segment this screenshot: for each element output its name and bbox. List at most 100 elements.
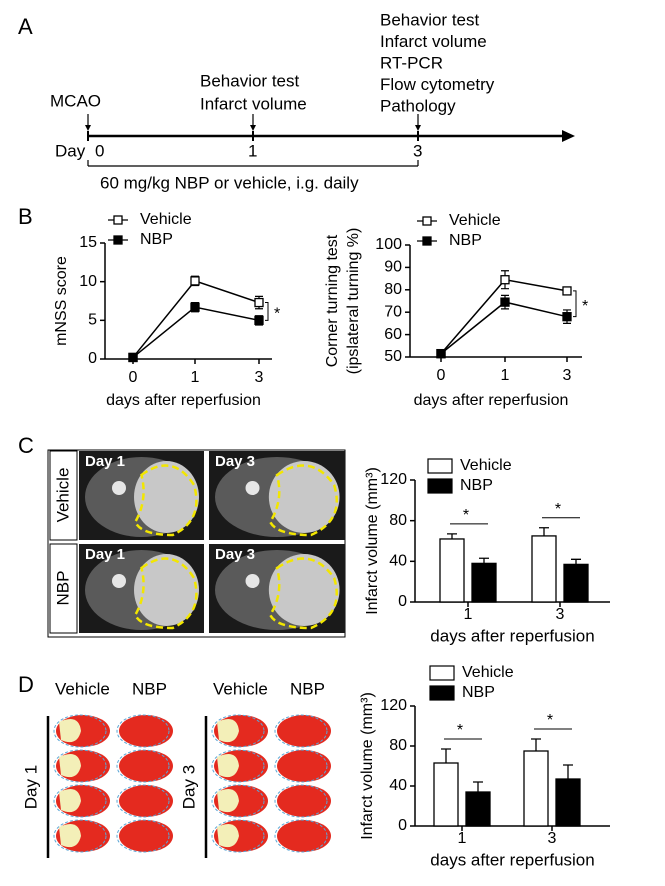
legend-label: NBP bbox=[460, 477, 493, 494]
series-line bbox=[440, 278, 568, 355]
group-label: Vehicle bbox=[55, 679, 110, 698]
bar bbox=[465, 791, 491, 827]
x-axis-label: days after reperfusion bbox=[430, 850, 594, 869]
legend-label: Vehicle bbox=[460, 457, 512, 474]
significance-bracket bbox=[573, 290, 577, 318]
infarct-area bbox=[59, 754, 81, 778]
day-label: Day 3 bbox=[179, 765, 198, 809]
point bbox=[128, 352, 138, 363]
point bbox=[190, 302, 200, 312]
brain-slice bbox=[119, 785, 173, 817]
brain-slice bbox=[119, 820, 173, 852]
legend-marker bbox=[113, 215, 123, 225]
timeline-label: RT-PCR bbox=[380, 53, 443, 72]
slice-outline bbox=[211, 749, 265, 783]
error-bar bbox=[473, 781, 483, 792]
slice-outline bbox=[211, 819, 265, 853]
x-tick-label: 1 bbox=[191, 369, 200, 386]
y-tick-label: 80 bbox=[384, 281, 402, 298]
slice-outline bbox=[274, 819, 328, 853]
x-tick-label: 3 bbox=[563, 367, 572, 384]
bar bbox=[433, 762, 459, 827]
error-bar bbox=[571, 558, 581, 565]
legend-label: Vehicle bbox=[140, 211, 192, 228]
timeline-arrowhead bbox=[562, 130, 575, 142]
slice-outline bbox=[116, 714, 170, 748]
point bbox=[254, 297, 264, 308]
slice-outline bbox=[274, 784, 328, 818]
slice-outline bbox=[274, 749, 328, 783]
y-tick-label: 60 bbox=[384, 326, 402, 343]
row-label: Vehicle bbox=[53, 468, 72, 523]
lesion bbox=[134, 461, 199, 533]
y-tick-label: 0 bbox=[398, 817, 407, 834]
lesion-outline bbox=[133, 557, 198, 630]
timeline-day: 0 bbox=[95, 141, 104, 160]
y-tick-label: 40 bbox=[389, 553, 407, 570]
x-tick-label: 3 bbox=[255, 369, 264, 386]
y-tick-label: 120 bbox=[380, 471, 407, 488]
point bbox=[562, 312, 572, 322]
x-tick-label: 1 bbox=[464, 606, 473, 623]
row-label-box bbox=[49, 543, 78, 634]
error-bar bbox=[441, 748, 451, 763]
y-tick-label: 100 bbox=[375, 236, 402, 253]
day-label: Day 1 bbox=[21, 765, 40, 809]
brain-slice bbox=[277, 785, 331, 817]
slice-outline bbox=[53, 784, 107, 818]
bar bbox=[563, 563, 589, 603]
slice-outline bbox=[211, 784, 265, 818]
significance-label: * bbox=[274, 306, 280, 323]
ventricle bbox=[245, 574, 260, 588]
x-tick-label: 3 bbox=[556, 606, 565, 623]
infarct-area bbox=[59, 719, 81, 743]
slice-outline bbox=[116, 784, 170, 818]
brain-slice bbox=[119, 750, 173, 782]
x-axis-label: days after reperfusion bbox=[106, 392, 261, 409]
series-line bbox=[132, 280, 260, 358]
infarct-area bbox=[217, 824, 239, 848]
treatment-label: 60 mg/kg NBP or vehicle, i.g. daily bbox=[100, 173, 359, 192]
event-arrowhead bbox=[250, 125, 256, 131]
timeline-label: Flow cytometry bbox=[380, 75, 495, 94]
panel-letter: D bbox=[18, 672, 34, 697]
point bbox=[562, 286, 572, 296]
legend-label: NBP bbox=[449, 232, 482, 249]
ventricle bbox=[112, 481, 126, 495]
timeline-label: Behavior test bbox=[380, 10, 479, 29]
image-frame bbox=[47, 449, 346, 638]
image-day-label: Day 1 bbox=[85, 453, 125, 470]
row-label: NBP bbox=[53, 571, 72, 606]
ventricle bbox=[112, 574, 126, 588]
infarct-area bbox=[59, 789, 81, 813]
y-axis-label: (ipslateral turning %) bbox=[345, 228, 362, 375]
bar bbox=[523, 750, 549, 827]
image-day-label: Day 3 bbox=[215, 546, 255, 563]
lesion-outline bbox=[133, 464, 198, 537]
bar bbox=[531, 535, 557, 603]
y-tick-label: 15 bbox=[79, 234, 97, 251]
timeline-day-label: Day bbox=[55, 141, 86, 160]
ventricle bbox=[245, 481, 260, 495]
image-day-label: Day 1 bbox=[85, 546, 125, 563]
slice-outline bbox=[274, 714, 328, 748]
significance-label: * bbox=[555, 501, 561, 518]
slice-outline bbox=[53, 714, 107, 748]
significance-bracket bbox=[265, 302, 269, 321]
lesion bbox=[268, 461, 340, 533]
y-axis-label: mNSS score bbox=[53, 256, 70, 346]
brain-slice bbox=[277, 750, 331, 782]
event-arrowhead bbox=[415, 125, 421, 131]
event-arrowhead bbox=[85, 125, 91, 131]
lesion bbox=[268, 554, 340, 626]
error-bar bbox=[563, 764, 573, 779]
x-tick-label: 0 bbox=[129, 369, 138, 386]
x-tick-label: 1 bbox=[501, 367, 510, 384]
timeline-label: Infarct volume bbox=[380, 32, 487, 51]
series-line bbox=[440, 301, 568, 355]
legend-label: Vehicle bbox=[462, 664, 514, 681]
legend-marker bbox=[422, 236, 432, 246]
infarct-area bbox=[217, 789, 239, 813]
y-axis-label: Corner turning test bbox=[324, 234, 341, 367]
